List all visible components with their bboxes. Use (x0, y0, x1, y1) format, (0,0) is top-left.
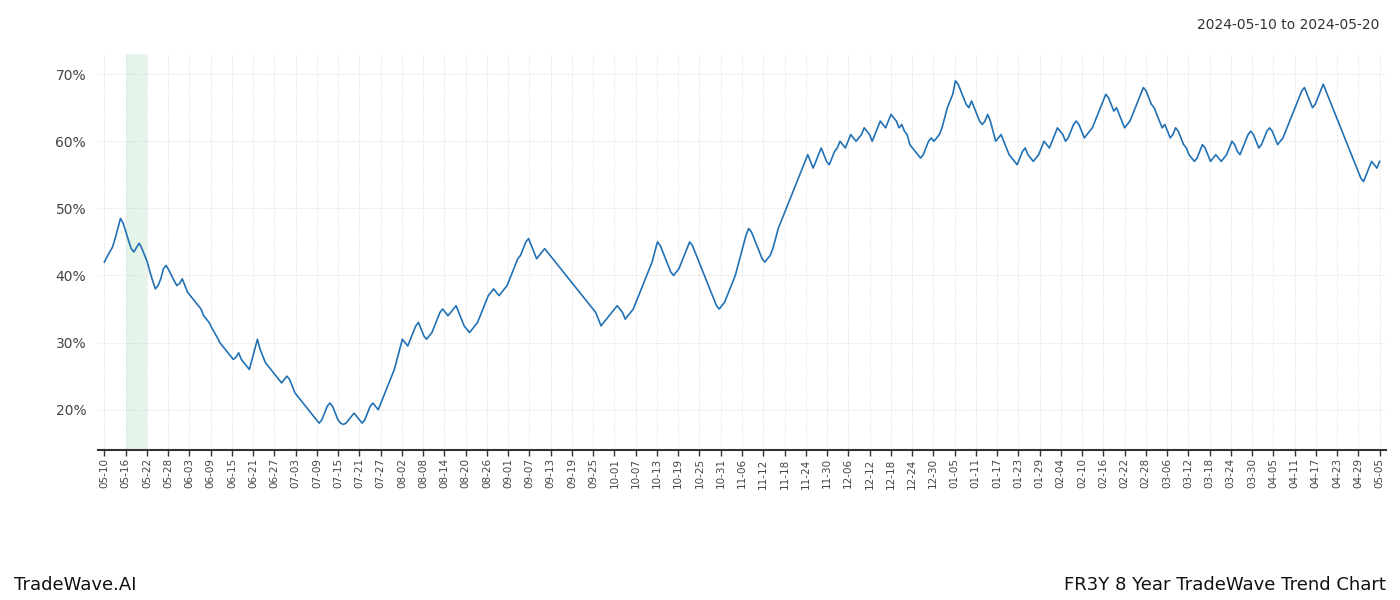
Text: FR3Y 8 Year TradeWave Trend Chart: FR3Y 8 Year TradeWave Trend Chart (1064, 576, 1386, 594)
Bar (126, 54, 147, 450)
Text: TradeWave.AI: TradeWave.AI (14, 576, 137, 594)
Text: 2024-05-10 to 2024-05-20: 2024-05-10 to 2024-05-20 (1197, 18, 1379, 32)
